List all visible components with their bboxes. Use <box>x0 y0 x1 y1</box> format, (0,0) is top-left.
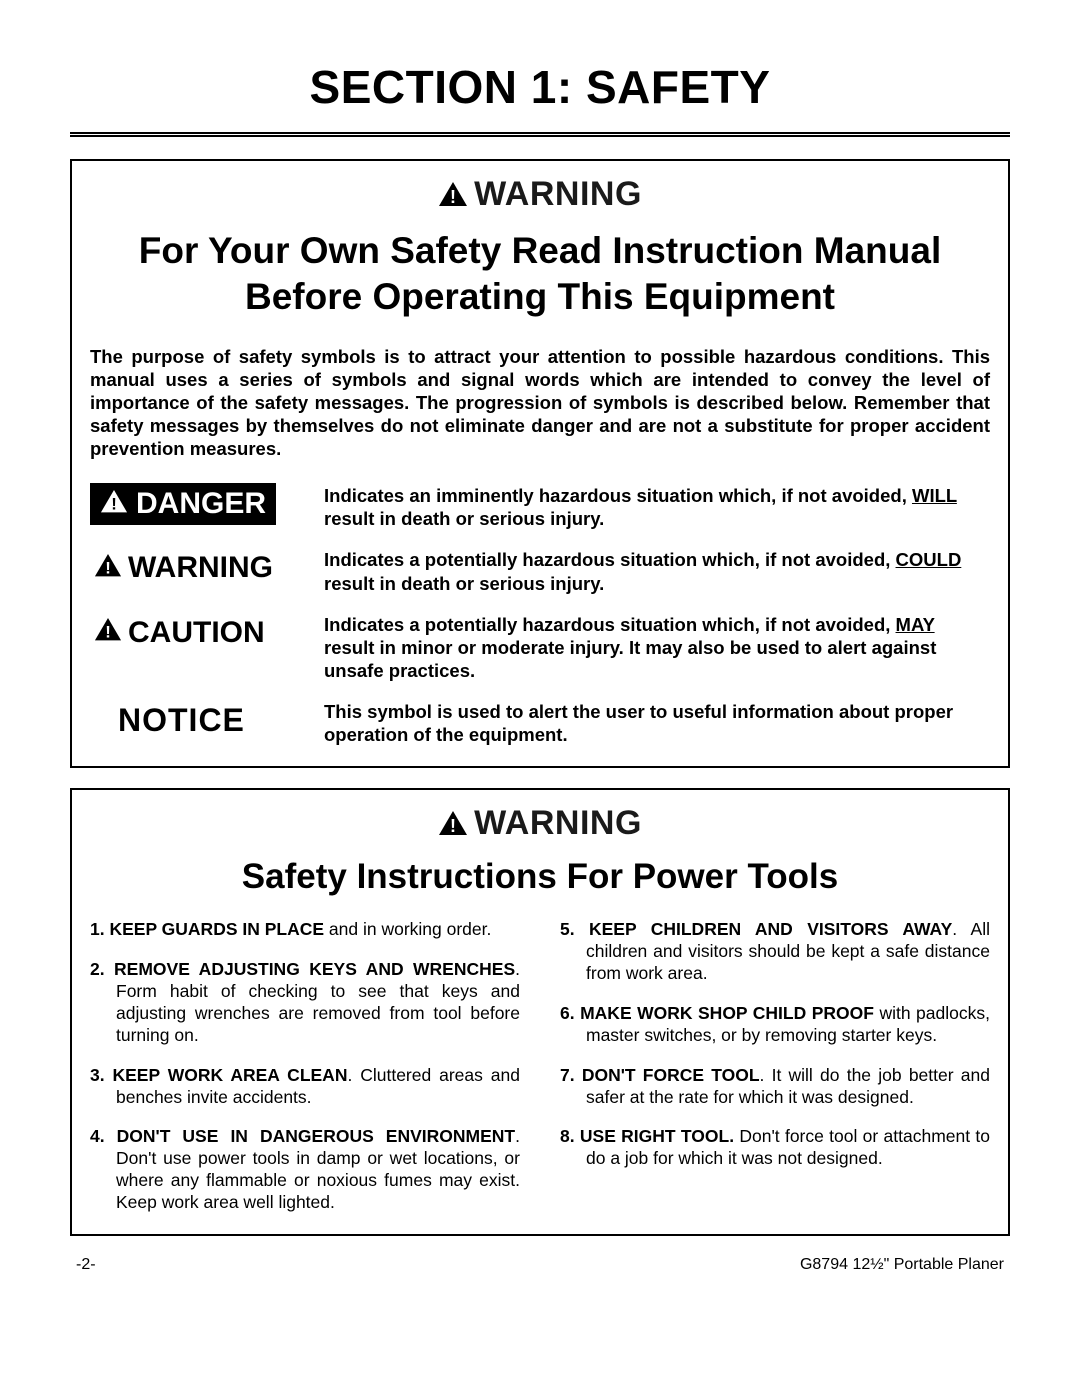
svg-text:!: ! <box>105 623 111 642</box>
badge-label: DANGER <box>136 487 266 521</box>
warning-triangle-icon: ! <box>438 810 468 841</box>
warning-triangle-icon: ! <box>100 487 128 521</box>
safety-rule: 3. KEEP WORK AREA CLEAN. Cluttered areas… <box>90 1065 520 1109</box>
product-name: G8794 12½" Portable Planer <box>800 1256 1004 1274</box>
warning-header: ! WARNING <box>90 175 990 214</box>
safety-intro-box: ! WARNING For Your Own Safety Read Instr… <box>70 159 1010 768</box>
safety-rule: 5. KEEP CHILDREN AND VISITORS AWAY. All … <box>560 919 990 985</box>
safety-rule: 4. DON'T USE IN DANGEROUS ENVIRONMENT. D… <box>90 1126 520 1214</box>
notice-badge: NOTICE <box>90 698 310 742</box>
warning-label: WARNING <box>474 175 642 213</box>
warning-header-2: ! WARNING <box>90 804 990 843</box>
safety-rule: 6. MAKE WORK SHOP CHILD PROOF with padlo… <box>560 1003 990 1047</box>
rules-right-column: 5. KEEP CHILDREN AND VISITORS AWAY. All … <box>560 919 990 1214</box>
rules-left-column: 1. KEEP GUARDS IN PLACE and in working o… <box>90 919 520 1214</box>
box2-subhead: Safety Instructions For Power Tools <box>90 857 990 897</box>
symbol-description: Indicates an imminently hazardous situat… <box>324 482 990 530</box>
symbol-definitions: ! DANGER Indicates an imminently hazardous… <box>90 482 990 746</box>
safety-rule: 8. USE RIGHT TOOL. Don't force tool or a… <box>560 1126 990 1170</box>
symbol-description: Indicates a potentially hazardous situat… <box>324 546 990 594</box>
badge-label: WARNING <box>128 551 273 585</box>
page: SECTION 1: SAFETY ! WARNING For Your Own… <box>0 0 1080 1304</box>
symbol-description: This symbol is used to alert the user to… <box>324 698 990 746</box>
power-tools-box: ! WARNING Safety Instructions For Power … <box>70 788 1010 1236</box>
svg-text:!: ! <box>450 187 456 207</box>
warning-triangle-icon: ! <box>438 181 468 212</box>
rules-columns: 1. KEEP GUARDS IN PLACE and in working o… <box>90 919 990 1214</box>
warning-badge: ! WARNING <box>90 546 310 590</box>
warning-triangle-icon: ! <box>94 551 122 585</box>
safety-rule: 1. KEEP GUARDS IN PLACE and in working o… <box>90 919 520 941</box>
danger-badge: ! DANGER <box>90 482 310 526</box>
warning-label: WARNING <box>474 804 642 842</box>
symbol-row-warning: ! WARNING Indicates a potentially hazardou… <box>90 546 990 594</box>
badge-label: CAUTION <box>128 616 265 650</box>
box1-intro: The purpose of safety symbols is to attr… <box>90 345 990 461</box>
svg-text:!: ! <box>450 816 456 836</box>
symbol-row-caution: ! CAUTION Indicates a potentially hazardou… <box>90 611 990 682</box>
svg-text:!: ! <box>105 559 111 578</box>
section-title: SECTION 1: SAFETY <box>70 60 1010 137</box>
svg-text:!: ! <box>111 494 117 513</box>
warning-triangle-icon: ! <box>94 616 122 650</box>
safety-rule: 2. REMOVE ADJUSTING KEYS AND WRENCHES. F… <box>90 959 520 1047</box>
caution-badge: ! CAUTION <box>90 611 310 655</box>
symbol-row-notice: NOTICE This symbol is used to alert the u… <box>90 698 990 746</box>
page-number: -2- <box>76 1256 96 1274</box>
symbol-row-danger: ! DANGER Indicates an imminently hazardous… <box>90 482 990 530</box>
symbol-description: Indicates a potentially hazardous situat… <box>324 611 990 682</box>
box1-subhead: For Your Own Safety Read Instruction Man… <box>90 228 990 321</box>
page-footer: -2- G8794 12½" Portable Planer <box>70 1256 1010 1274</box>
safety-rule: 7. DON'T FORCE TOOL. It will do the job … <box>560 1065 990 1109</box>
badge-label: NOTICE <box>90 702 245 739</box>
